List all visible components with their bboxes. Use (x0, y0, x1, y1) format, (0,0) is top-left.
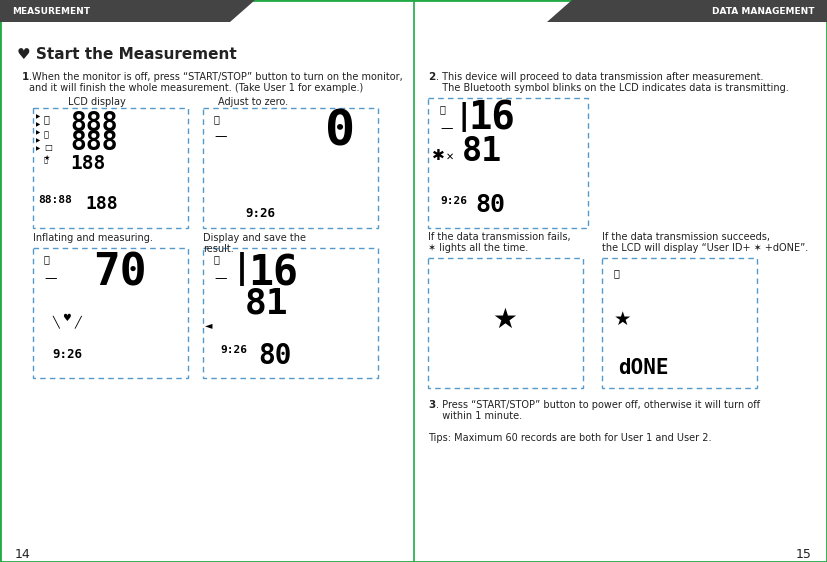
Text: 1: 1 (22, 72, 29, 82)
Text: ⛹: ⛹ (614, 268, 620, 278)
Text: 188: 188 (70, 154, 105, 173)
Text: 9:26: 9:26 (52, 348, 82, 361)
Text: ⛹: ⛹ (440, 104, 446, 114)
FancyBboxPatch shape (428, 98, 588, 228)
Text: —: — (214, 272, 227, 285)
Text: Inflating and measuring.: Inflating and measuring. (33, 233, 153, 243)
Text: ★: ★ (614, 310, 632, 329)
Text: and it will finish the whole measurement. (Take User 1 for example.): and it will finish the whole measurement… (29, 83, 363, 93)
Text: |: | (455, 102, 473, 132)
Text: ╲: ╲ (52, 315, 59, 328)
Polygon shape (547, 0, 827, 22)
Text: MEASUREMENT: MEASUREMENT (12, 7, 90, 16)
Text: 80: 80 (258, 342, 291, 370)
FancyBboxPatch shape (33, 248, 188, 378)
Text: 14: 14 (15, 548, 31, 561)
Text: —: — (214, 130, 227, 143)
FancyBboxPatch shape (203, 248, 378, 378)
Text: 16: 16 (468, 100, 514, 138)
Text: 888: 888 (70, 111, 117, 137)
FancyBboxPatch shape (602, 258, 757, 388)
Text: ▶: ▶ (36, 130, 41, 135)
Text: ⛹: ⛹ (214, 254, 220, 264)
Text: 81: 81 (245, 286, 289, 320)
Text: 16: 16 (248, 252, 298, 294)
Text: LCD display: LCD display (68, 97, 126, 107)
Text: 70: 70 (93, 252, 146, 295)
Text: ✶ lights all the time.: ✶ lights all the time. (428, 243, 528, 253)
Text: . This device will proceed to data transmission after measurement.: . This device will proceed to data trans… (436, 72, 763, 82)
Text: ✕: ✕ (446, 152, 454, 162)
Text: —: — (44, 272, 56, 285)
Text: ♥ Start the Measurement: ♥ Start the Measurement (17, 47, 237, 62)
Text: |: | (232, 252, 252, 286)
Text: 9:26: 9:26 (245, 207, 275, 220)
Text: □: □ (44, 143, 52, 152)
Text: If the data transmission fails,: If the data transmission fails, (428, 232, 571, 242)
Text: ⛹: ⛹ (44, 114, 50, 124)
Text: . Press “START/STOP” button to power off, otherwise it will turn off: . Press “START/STOP” button to power off… (436, 400, 760, 410)
Text: 80: 80 (475, 193, 505, 217)
Text: ★: ★ (44, 155, 50, 161)
Text: ╱: ╱ (74, 315, 81, 328)
Text: ▶: ▶ (36, 122, 41, 127)
Text: 9:26: 9:26 (440, 196, 467, 206)
Text: the LCD will display “User ID+ ✶ +dONE”.: the LCD will display “User ID+ ✶ +dONE”. (602, 243, 808, 253)
Text: ⛹: ⛹ (44, 156, 48, 162)
Text: within 1 minute.: within 1 minute. (436, 411, 522, 421)
Text: —: — (440, 122, 452, 135)
Text: ◄: ◄ (205, 320, 213, 330)
Text: ▶: ▶ (36, 114, 41, 119)
Text: ✱: ✱ (432, 148, 445, 163)
Text: 2: 2 (428, 72, 435, 82)
Text: .When the monitor is off, press “START/STOP” button to turn on the monitor,: .When the monitor is off, press “START/S… (29, 72, 403, 82)
Text: DATA MANAGEMENT: DATA MANAGEMENT (713, 7, 815, 16)
Text: Tips: Maximum 60 records are both for User 1 and User 2.: Tips: Maximum 60 records are both for Us… (428, 433, 711, 443)
Text: dONE: dONE (618, 358, 668, 378)
Text: ♥: ♥ (62, 313, 71, 323)
Polygon shape (0, 0, 255, 22)
Text: result.: result. (203, 244, 234, 254)
FancyBboxPatch shape (428, 258, 583, 388)
Text: 88:88: 88:88 (38, 195, 72, 205)
Text: ⛹: ⛹ (44, 130, 49, 139)
Text: 9:26: 9:26 (220, 345, 247, 355)
FancyBboxPatch shape (203, 108, 378, 228)
Text: 0: 0 (325, 108, 355, 156)
Text: Display and save the: Display and save the (203, 233, 306, 243)
Text: ▶: ▶ (36, 138, 41, 143)
Text: 188: 188 (85, 195, 117, 213)
FancyBboxPatch shape (33, 108, 188, 228)
Text: If the data transmission succeeds,: If the data transmission succeeds, (602, 232, 770, 242)
Text: The Bluetooth symbol blinks on the LCD indicates data is transmitting.: The Bluetooth symbol blinks on the LCD i… (436, 83, 789, 93)
Text: 15: 15 (796, 548, 812, 561)
Text: ▶: ▶ (36, 146, 41, 151)
Text: ★: ★ (493, 306, 518, 334)
Text: 81: 81 (462, 135, 502, 168)
Text: ⛹: ⛹ (214, 114, 220, 124)
Text: ⛹: ⛹ (44, 254, 50, 264)
Text: Adjust to zero.: Adjust to zero. (218, 97, 288, 107)
Text: 888: 888 (70, 130, 117, 156)
Text: 3: 3 (428, 400, 435, 410)
